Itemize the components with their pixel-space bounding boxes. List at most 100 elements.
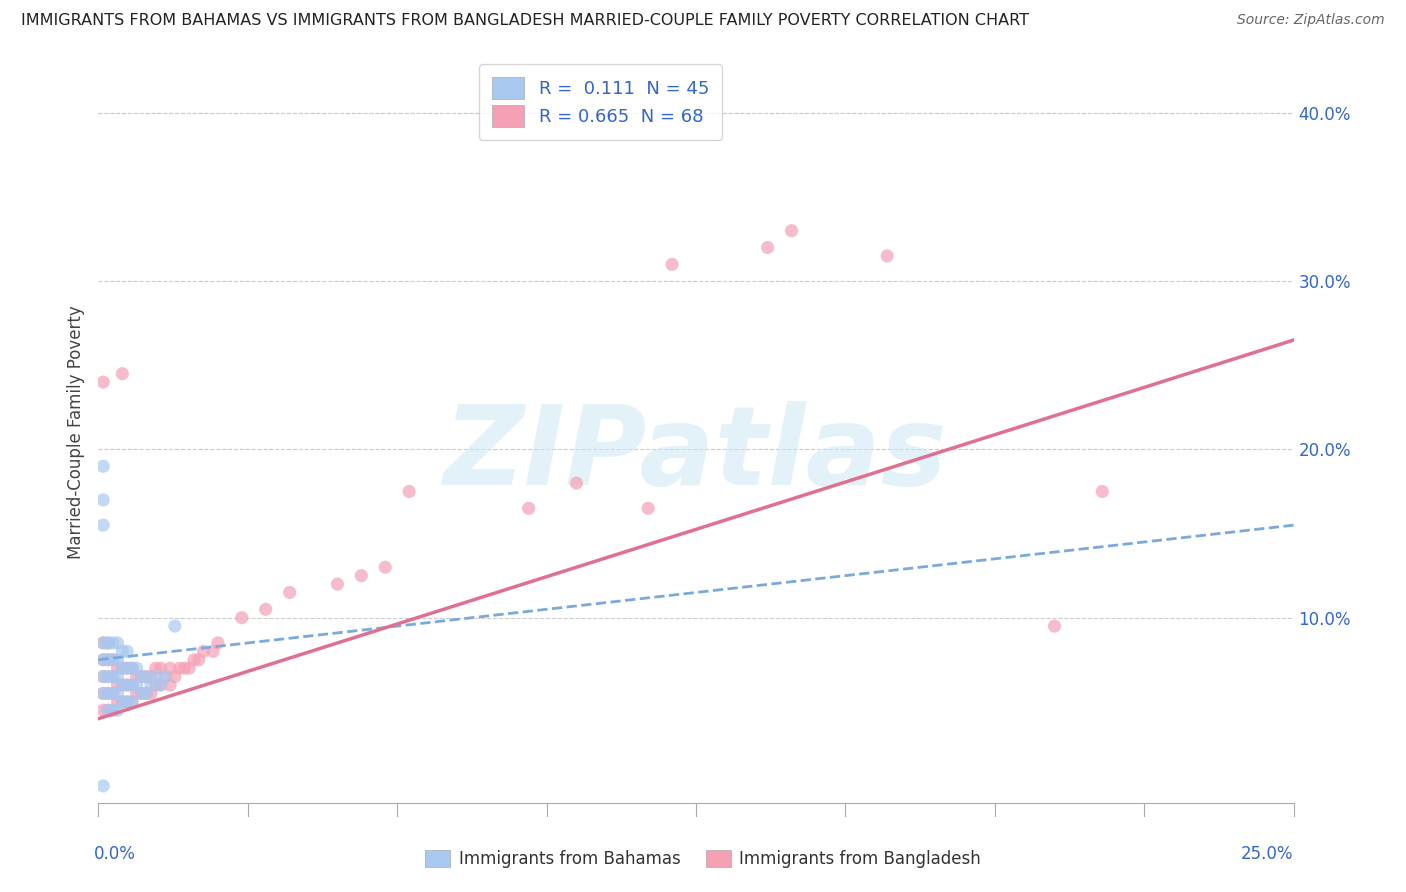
Point	[131, 670, 153, 684]
Point	[101, 703, 124, 717]
Point	[135, 686, 157, 700]
Point	[374, 560, 396, 574]
Point	[97, 686, 120, 700]
Point	[91, 779, 114, 793]
Point	[91, 653, 114, 667]
Point	[139, 670, 162, 684]
Point	[101, 653, 124, 667]
Point	[111, 678, 134, 692]
Point	[139, 686, 162, 700]
Point	[183, 653, 205, 667]
Point	[398, 484, 420, 499]
Point	[173, 661, 195, 675]
Point	[91, 459, 114, 474]
Point	[121, 661, 143, 675]
Point	[131, 686, 153, 700]
Point	[202, 644, 225, 658]
Point	[101, 686, 124, 700]
Point	[179, 661, 201, 675]
Point	[91, 670, 114, 684]
Point	[101, 686, 124, 700]
Text: IMMIGRANTS FROM BAHAMAS VS IMMIGRANTS FROM BANGLADESH MARRIED-COUPLE FAMILY POVE: IMMIGRANTS FROM BAHAMAS VS IMMIGRANTS FR…	[21, 13, 1029, 29]
Point	[135, 670, 157, 684]
Point	[111, 661, 134, 675]
Point	[91, 492, 114, 507]
Point	[159, 678, 181, 692]
Point	[107, 678, 129, 692]
Point	[91, 703, 114, 717]
Point	[159, 661, 181, 675]
Point	[91, 670, 114, 684]
Point	[135, 686, 157, 700]
Point	[193, 644, 215, 658]
Point	[107, 653, 129, 667]
Text: 0.0%: 0.0%	[94, 845, 135, 863]
Point	[91, 636, 114, 650]
Point	[101, 670, 124, 684]
Point	[97, 703, 120, 717]
Point	[278, 585, 301, 599]
Point	[637, 501, 659, 516]
Point	[125, 661, 148, 675]
Point	[121, 695, 143, 709]
Point	[101, 636, 124, 650]
Point	[115, 695, 138, 709]
Point	[111, 661, 134, 675]
Text: Source: ZipAtlas.com: Source: ZipAtlas.com	[1237, 13, 1385, 28]
Point	[207, 636, 229, 650]
Point	[115, 661, 138, 675]
Point	[131, 686, 153, 700]
Text: ZIPatlas: ZIPatlas	[444, 401, 948, 508]
Point	[115, 661, 138, 675]
Point	[125, 678, 148, 692]
Point	[97, 703, 120, 717]
Point	[115, 695, 138, 709]
Point	[231, 610, 253, 624]
Point	[115, 644, 138, 658]
Point	[97, 686, 120, 700]
Point	[97, 636, 120, 650]
Point	[125, 670, 148, 684]
Point	[115, 678, 138, 692]
Point	[155, 670, 177, 684]
Point	[139, 678, 162, 692]
Point	[121, 678, 143, 692]
Point	[97, 670, 120, 684]
Point	[780, 224, 803, 238]
Point	[101, 703, 124, 717]
Point	[111, 695, 134, 709]
Point	[1091, 484, 1114, 499]
Point	[163, 619, 186, 633]
Point	[517, 501, 540, 516]
Point	[91, 653, 114, 667]
Point	[121, 695, 143, 709]
Point	[91, 518, 114, 533]
Point	[135, 670, 157, 684]
Point	[254, 602, 277, 616]
Point	[876, 249, 898, 263]
Point	[107, 661, 129, 675]
Point	[155, 670, 177, 684]
Point	[145, 661, 167, 675]
Legend: R =  0.111  N = 45, R = 0.665  N = 68: R = 0.111 N = 45, R = 0.665 N = 68	[479, 64, 721, 140]
Point	[125, 686, 148, 700]
Point	[91, 686, 114, 700]
Point	[131, 670, 153, 684]
Point	[107, 703, 129, 717]
Point	[326, 577, 349, 591]
Point	[169, 661, 191, 675]
Point	[91, 375, 114, 389]
Point	[149, 678, 172, 692]
Point	[163, 670, 186, 684]
Point	[107, 670, 129, 684]
Point	[97, 670, 120, 684]
Point	[111, 678, 134, 692]
Y-axis label: Married-Couple Family Poverty: Married-Couple Family Poverty	[66, 306, 84, 559]
Point	[111, 695, 134, 709]
Text: 25.0%: 25.0%	[1241, 845, 1294, 863]
Point	[756, 240, 779, 254]
Point	[121, 678, 143, 692]
Point	[145, 670, 167, 684]
Point	[350, 568, 373, 582]
Point	[111, 644, 134, 658]
